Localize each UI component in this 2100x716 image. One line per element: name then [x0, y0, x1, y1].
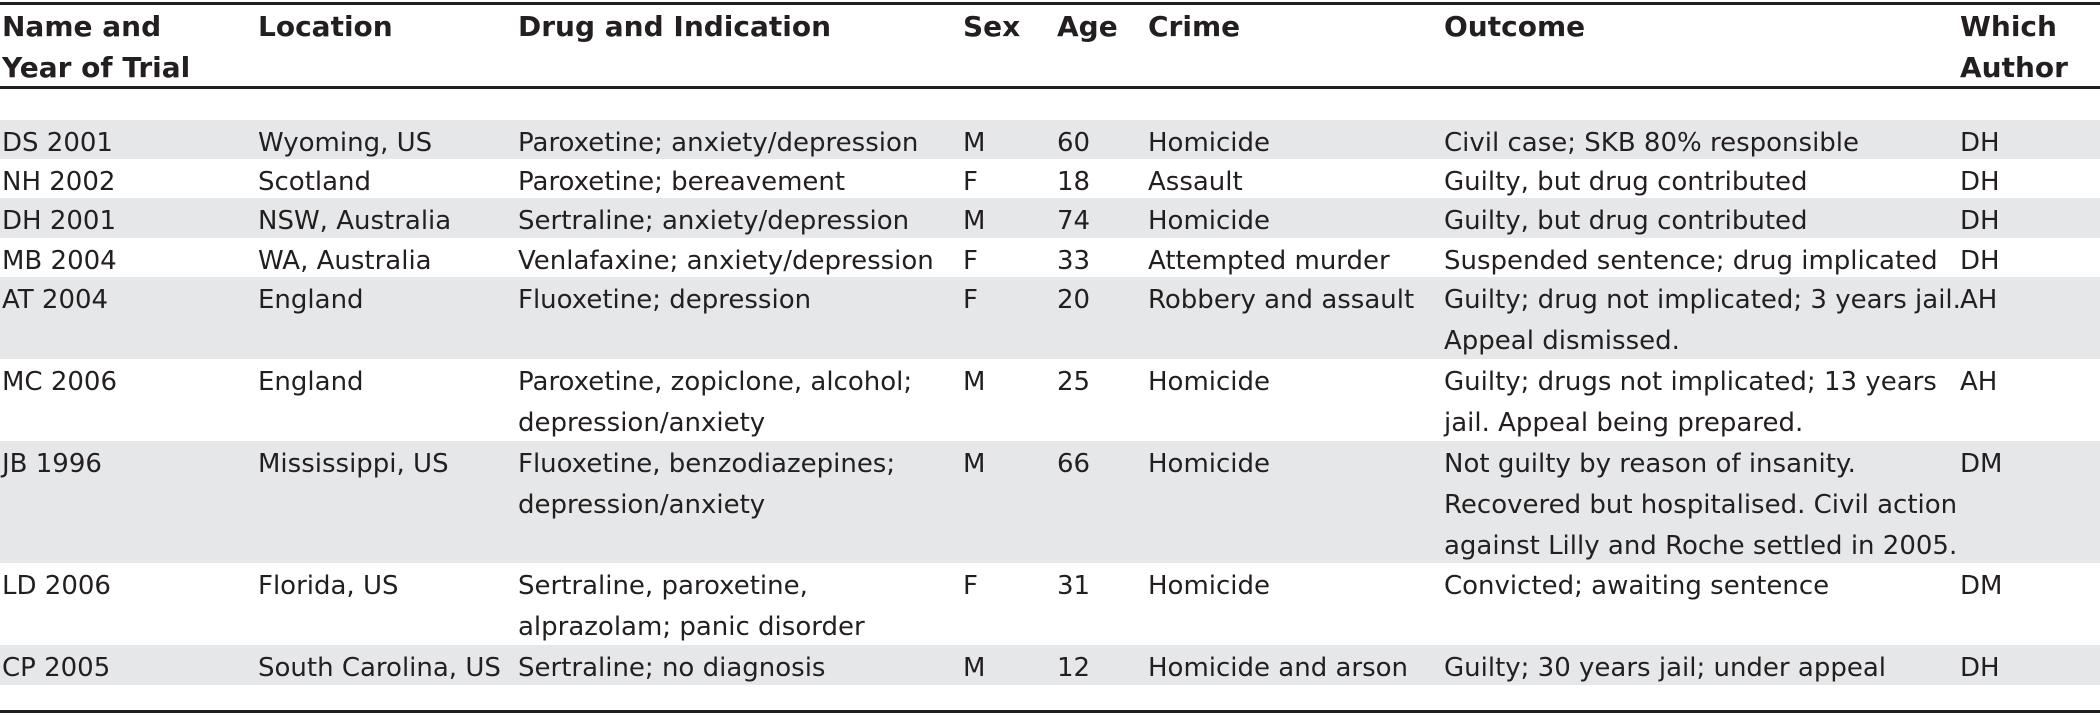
cell-author: AH	[1960, 285, 1998, 315]
cell-age: 12	[1057, 653, 1091, 683]
cell-outcome: Civil case; SKB 80% responsible	[1444, 128, 1860, 158]
header-drug-indication: Drug and Indication	[518, 10, 832, 43]
cell-crime: Homicide	[1148, 367, 1271, 397]
cell-drug-indication: Sertraline; anxiety/depression	[518, 206, 910, 236]
cell-age: 60	[1057, 128, 1091, 158]
cell-drug-indication: Paroxetine; bereavement	[518, 167, 846, 197]
cell-sex: M	[963, 128, 986, 158]
cell-age: 31	[1057, 571, 1091, 601]
cell-crime: Homicide	[1148, 128, 1271, 158]
cell-name-year: DS 2001	[2, 128, 113, 158]
cell-location: NSW, Australia	[258, 206, 452, 236]
cell-crime: Assault	[1148, 167, 1243, 197]
cell-name-year: CP 2005	[2, 653, 111, 683]
table-row: MC 2006 England Paroxetine, zopiclone, a…	[0, 359, 2100, 441]
bottom-rule	[0, 710, 2100, 713]
header-crime: Crime	[1148, 10, 1241, 43]
cell-outcome: Guilty, but drug contributed	[1444, 167, 1808, 197]
cell-location: England	[258, 285, 364, 315]
cell-outcome: Suspended sentence; drug implicated	[1444, 246, 1938, 276]
table-body: DS 2001 Wyoming, US Paroxetine; anxiety/…	[0, 120, 2100, 685]
cell-sex: F	[963, 285, 978, 315]
cell-drug-indication: Sertraline; no diagnosis	[518, 653, 826, 683]
cell-location: Scotland	[258, 167, 372, 197]
cell-sex: M	[963, 367, 986, 397]
cell-crime: Attempted murder	[1148, 246, 1390, 276]
cell-author: AH	[1960, 367, 1998, 397]
cell-outcome: Guilty; 30 years jail; under appeal	[1444, 653, 1886, 683]
table-row: CP 2005 South Carolina, US Sertraline; n…	[0, 645, 2100, 685]
cell-crime: Homicide	[1148, 571, 1271, 601]
header-author: Which Author	[1960, 10, 2068, 84]
cell-author: DH	[1960, 128, 2000, 158]
cell-drug-indication: Fluoxetine, benzodiazepines; depression/…	[518, 449, 896, 520]
cell-outcome: Guilty, but drug contributed	[1444, 206, 1808, 236]
table-row: JB 1996 Mississippi, US Fluoxetine, benz…	[0, 441, 2100, 563]
cell-outcome: Not guilty by reason of insanity. Recove…	[1444, 449, 1958, 561]
cell-location: England	[258, 367, 364, 397]
cell-sex: F	[963, 571, 978, 601]
cell-age: 66	[1057, 449, 1091, 479]
cell-crime: Robbery and assault	[1148, 285, 1415, 315]
cell-sex: M	[963, 206, 986, 236]
top-rule	[0, 2, 2100, 5]
cell-author: DH	[1960, 246, 2000, 276]
cell-author: DM	[1960, 571, 2003, 601]
cell-name-year: LD 2006	[2, 571, 111, 601]
table-row: DS 2001 Wyoming, US Paroxetine; anxiety/…	[0, 120, 2100, 159]
cell-name-year: MC 2006	[2, 367, 118, 397]
cell-outcome: Guilty; drugs not implicated; 13 years j…	[1444, 367, 1937, 438]
cell-location: Florida, US	[258, 571, 399, 601]
cell-name-year: MB 2004	[2, 246, 117, 276]
cell-name-year: JB 1996	[2, 449, 102, 479]
table-row: DH 2001 NSW, Australia Sertraline; anxie…	[0, 198, 2100, 238]
cell-crime: Homicide	[1148, 449, 1271, 479]
cell-drug-indication: Paroxetine; anxiety/depression	[518, 128, 919, 158]
cell-name-year: AT 2004	[2, 285, 109, 315]
cell-author: DH	[1960, 653, 2000, 683]
cell-sex: M	[963, 653, 986, 683]
cell-age: 74	[1057, 206, 1091, 236]
cell-sex: F	[963, 246, 978, 276]
table-row: LD 2006 Florida, US Sertraline, paroxeti…	[0, 563, 2100, 645]
cell-drug-indication: Paroxetine, zopiclone, alcohol; depressi…	[518, 367, 913, 438]
cell-sex: M	[963, 449, 986, 479]
table-row: AT 2004 England Fluoxetine; depression F…	[0, 277, 2100, 359]
table-row: NH 2002 Scotland Paroxetine; bereavement…	[0, 159, 2100, 198]
cell-location: South Carolina, US	[258, 653, 501, 683]
header-location: Location	[258, 10, 393, 43]
cell-drug-indication: Sertraline, paroxetine, alprazolam; pani…	[518, 571, 865, 642]
cell-name-year: DH 2001	[2, 206, 117, 236]
header-outcome: Outcome	[1444, 10, 1586, 43]
header-name-year: Name and Year of Trial	[2, 10, 191, 84]
cell-author: DM	[1960, 449, 2003, 479]
header-sex: Sex	[963, 10, 1021, 43]
table-header: Name and Year of Trial Location Drug and…	[0, 6, 2100, 86]
cell-age: 33	[1057, 246, 1091, 276]
cell-crime: Homicide and arson	[1148, 653, 1409, 683]
cell-age: 18	[1057, 167, 1091, 197]
cell-location: Wyoming, US	[258, 128, 433, 158]
cell-age: 25	[1057, 367, 1091, 397]
cell-name-year: NH 2002	[2, 167, 116, 197]
cell-location: Mississippi, US	[258, 449, 449, 479]
cell-age: 20	[1057, 285, 1091, 315]
cell-location: WA, Australia	[258, 246, 432, 276]
cell-sex: F	[963, 167, 978, 197]
cell-drug-indication: Fluoxetine; depression	[518, 285, 812, 315]
cell-drug-indication: Venlafaxine; anxiety/depression	[518, 246, 934, 276]
header-age: Age	[1057, 10, 1118, 43]
table-row: MB 2004 WA, Australia Venlafaxine; anxie…	[0, 238, 2100, 277]
cell-crime: Homicide	[1148, 206, 1271, 236]
cell-author: DH	[1960, 206, 2000, 236]
header-rule	[0, 86, 2100, 89]
cell-outcome: Guilty; drug not implicated; 3 years jai…	[1444, 285, 1961, 356]
cell-author: DH	[1960, 167, 2000, 197]
cell-outcome: Convicted; awaiting sentence	[1444, 571, 1830, 601]
